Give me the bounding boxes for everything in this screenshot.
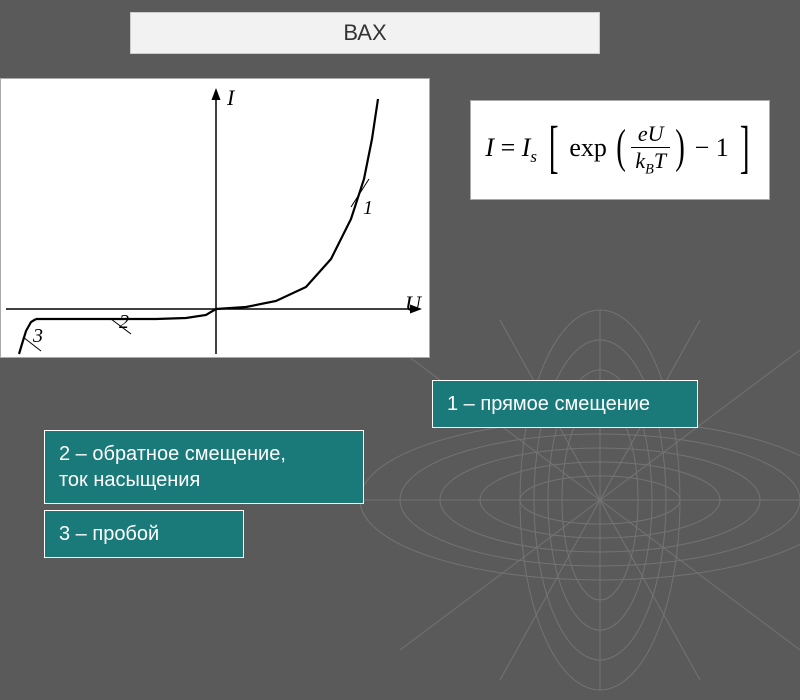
- iv-chart: I U 1 2 3: [0, 78, 430, 358]
- formula-tail: − 1: [695, 133, 729, 162]
- legend-1-text: 1 – прямое смещение: [447, 393, 650, 415]
- shockley-equation: I = Is [ exp ( eU kBT ) − 1 ]: [485, 123, 754, 177]
- title-text: ВАХ: [343, 20, 386, 46]
- legend-breakdown: 3 – пробой: [44, 510, 244, 558]
- curve-label-3: 3: [33, 325, 43, 348]
- legend-reverse-saturation: 2 – обратное смещение, ток насыщения: [44, 430, 364, 504]
- formula-func: exp: [569, 133, 607, 162]
- background-wireframe: [350, 300, 800, 700]
- formula-coef-sub: s: [530, 147, 537, 166]
- curve-label-2: 2: [119, 311, 129, 334]
- formula-panel: I = Is [ exp ( eU kBT ) − 1 ]: [470, 100, 770, 200]
- legend-forward-bias: 1 – прямое смещение: [432, 380, 698, 428]
- curve-label-1: 1: [363, 197, 373, 220]
- y-axis-label: I: [227, 85, 234, 111]
- formula-lhs: I: [485, 133, 494, 162]
- curve-forward-bias: [216, 99, 378, 309]
- legend-2-text: 2 – обратное смещение, ток насыщения: [59, 443, 286, 491]
- x-axis-label: U: [405, 291, 421, 317]
- page-title: ВАХ: [130, 12, 600, 54]
- legend-3-text: 3 – пробой: [59, 523, 159, 545]
